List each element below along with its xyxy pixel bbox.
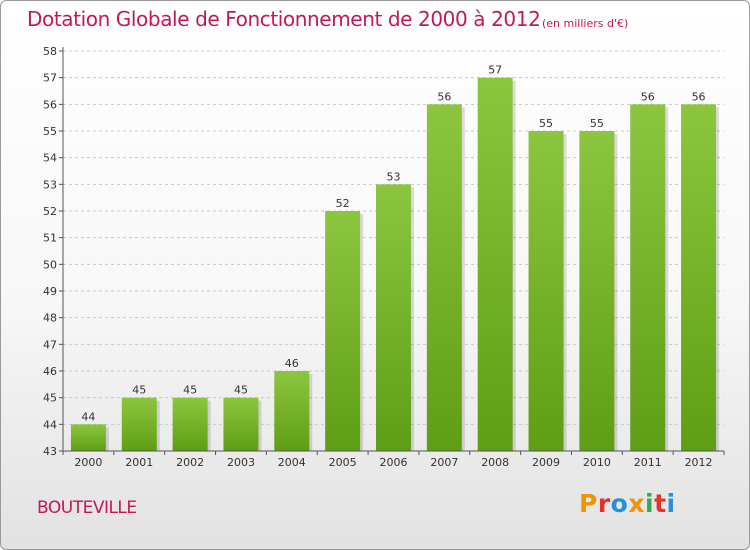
bar-value-label: 46 — [285, 357, 299, 370]
x-tick-label: 2008 — [481, 456, 509, 469]
x-tick-label: 2001 — [125, 456, 153, 469]
y-tick-label: 58 — [43, 45, 57, 58]
logo-letter: i — [666, 489, 676, 518]
bar — [681, 104, 717, 451]
bar — [325, 211, 361, 451]
bar-value-label: 55 — [590, 117, 604, 130]
x-tick-label: 2009 — [532, 456, 560, 469]
bar-value-label: 57 — [488, 64, 502, 77]
bar-value-label: 56 — [437, 90, 451, 103]
bar-value-label: 55 — [539, 117, 553, 130]
chart-title: Dotation Globale de Fonctionnement de 20… — [27, 7, 541, 31]
x-tick-label: 2012 — [685, 456, 713, 469]
x-tick-label: 2002 — [176, 456, 204, 469]
bar — [579, 131, 615, 451]
y-tick-label: 45 — [43, 392, 57, 405]
x-tick-label: 2003 — [227, 456, 255, 469]
y-tick-label: 56 — [43, 98, 57, 111]
y-tick-label: 55 — [43, 125, 57, 138]
logo-letter: r — [597, 489, 611, 518]
bar-value-label: 56 — [641, 90, 655, 103]
bar — [528, 131, 564, 451]
bar — [274, 371, 310, 451]
x-axis-ticks: 2000 2001 2002 2003 2004 2005 2006 2007 2008 2009… — [62, 451, 725, 469]
bars: 44 45 45 45 46 52 53 56 57 55 55 56 56 — [70, 64, 720, 452]
x-tick-label: 2010 — [583, 456, 611, 469]
logo-letter: P — [579, 489, 598, 518]
bar-value-label: 53 — [387, 170, 401, 183]
bar — [426, 104, 462, 451]
y-tick-label: 44 — [43, 418, 57, 431]
y-tick-label: 48 — [43, 312, 57, 325]
proxiti-logo: Proxiti — [579, 489, 676, 518]
y-tick-label: 54 — [43, 152, 57, 165]
logo-letter: x — [628, 489, 645, 518]
logo-letter: t — [654, 489, 667, 518]
chart-unit: (en milliers d'€) — [542, 17, 629, 30]
y-tick-label: 53 — [43, 178, 57, 191]
y-axis-ticks: 43 44 45 46 47 48 49 50 51 52 53 54 55 56 57 58 — [43, 45, 63, 458]
bar — [223, 397, 259, 451]
y-tick-label: 50 — [43, 258, 57, 271]
x-tick-label: 2007 — [430, 456, 458, 469]
x-tick-label: 2004 — [278, 456, 306, 469]
y-tick-label: 57 — [43, 72, 57, 85]
x-tick-label: 2011 — [634, 456, 662, 469]
x-tick-label: 2006 — [380, 456, 408, 469]
bar-value-label: 45 — [132, 384, 146, 397]
x-tick-label: 2005 — [329, 456, 357, 469]
commune-name: BOUTEVILLE — [37, 498, 137, 518]
bar — [376, 184, 411, 452]
bar-value-label: 56 — [692, 90, 706, 103]
bar-value-label: 45 — [234, 384, 248, 397]
bar — [477, 77, 513, 452]
y-tick-label: 46 — [43, 365, 57, 378]
y-tick-label: 47 — [43, 338, 57, 351]
y-tick-label: 43 — [43, 445, 57, 458]
bar-value-label: 45 — [183, 384, 197, 397]
logo-letter: i — [645, 489, 655, 518]
bar — [172, 397, 208, 451]
bar-value-label: 44 — [81, 410, 95, 423]
logo-letter: o — [610, 489, 629, 518]
y-tick-label: 49 — [43, 285, 57, 298]
bar — [70, 424, 106, 451]
y-tick-label: 51 — [43, 232, 57, 245]
bar — [121, 397, 157, 451]
bar-value-label: 52 — [336, 197, 350, 210]
x-tick-label: 2000 — [74, 456, 102, 469]
bar — [630, 104, 666, 451]
y-tick-label: 52 — [43, 205, 57, 218]
